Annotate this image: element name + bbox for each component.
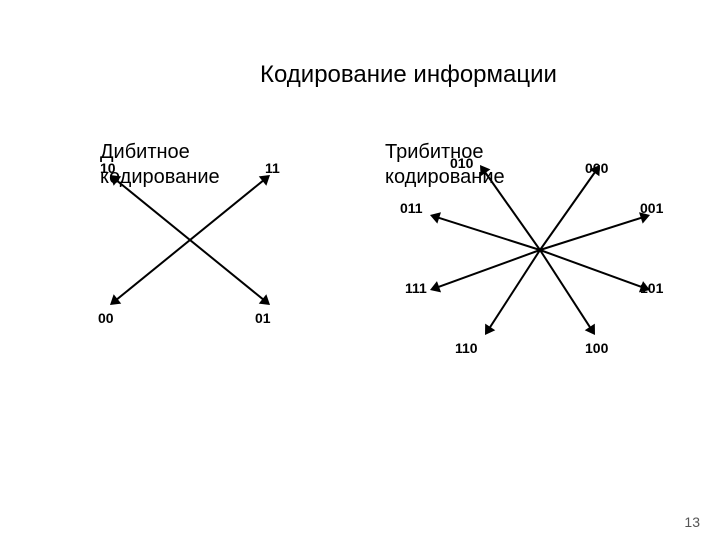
- dibit-code-label: 10: [100, 160, 116, 176]
- page-title: Кодирование информации: [260, 60, 560, 90]
- tribit-code-label: 011: [400, 200, 423, 216]
- tribit-code-label: 010: [450, 155, 473, 171]
- dibit-code-label: 01: [255, 310, 271, 326]
- slide: Кодирование информации Дибитное кодирова…: [0, 0, 720, 540]
- page-number: 13: [684, 514, 700, 530]
- tribit-code-label: 101: [640, 280, 663, 296]
- dibit-code-label: 11: [265, 160, 280, 176]
- tribit-code-label: 110: [455, 340, 478, 356]
- tribit-diagram: [380, 150, 690, 370]
- tribit-code-label: 000: [585, 160, 608, 176]
- tribit-code-label: 100: [585, 340, 608, 356]
- tribit-code-label: 111: [405, 280, 427, 296]
- dibit-diagram: [90, 155, 300, 335]
- dibit-code-label: 00: [98, 310, 114, 326]
- tribit-code-label: 001: [640, 200, 663, 216]
